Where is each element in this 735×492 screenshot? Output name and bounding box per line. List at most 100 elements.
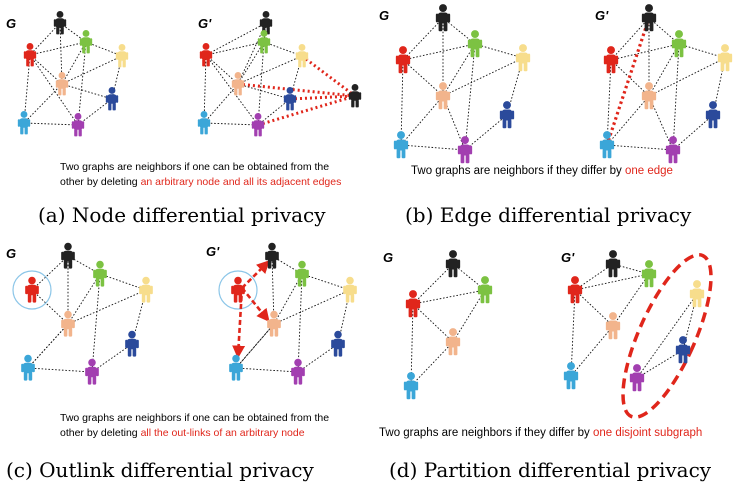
panel-description: Two graphs are neighbors if one can be o…: [60, 161, 342, 188]
person-icon: [283, 87, 297, 111]
person-icon: [343, 276, 357, 303]
graph-edge: [257, 41, 265, 126]
person-icon: [457, 136, 473, 164]
graph-edge: [606, 95, 650, 146]
graph-edge: [29, 54, 79, 126]
graph-edge: [205, 22, 267, 56]
graph-edge: [23, 122, 79, 126]
person-icon: [295, 260, 309, 287]
subgraph-ellipse: [621, 253, 713, 419]
graph-edge: [610, 17, 650, 61]
person-icon: [55, 72, 69, 96]
person-icon: [445, 250, 461, 278]
graph-edge: [99, 273, 147, 292]
graph-edge: [442, 57, 524, 97]
person-icon: [115, 44, 129, 68]
person-icon: [567, 276, 583, 304]
panel-node-dp: G G' Two graphs are neighbors if one can…: [0, 0, 367, 246]
panel-description: Two graphs are neighbors if they differ …: [379, 427, 703, 439]
graph-edge: [77, 41, 87, 126]
graph-edge: [301, 273, 351, 292]
graph-edge: [672, 43, 680, 151]
graph-label-g-prime: G': [595, 8, 609, 23]
graph-label-g: G: [383, 250, 394, 265]
graph-edge: [203, 122, 259, 126]
person-icon: [23, 43, 37, 67]
graph-edge: [235, 367, 299, 375]
graph-edge: [23, 54, 31, 124]
person-icon: [348, 84, 362, 108]
person-icon: [675, 336, 691, 364]
graph-edge: [678, 43, 726, 59]
person-icon: [689, 280, 705, 308]
graph-edge: [412, 288, 486, 305]
person-icon: [257, 30, 271, 54]
person-icon: [25, 276, 39, 303]
person-icon: [665, 136, 681, 164]
graph-edge: [67, 273, 101, 325]
caption: (c) Outlink differential privacy: [6, 458, 314, 482]
person-icon: [717, 44, 733, 72]
graph-edge: [237, 55, 303, 85]
panel-partition-dp: G G' Two graphs are neighbors if they di…: [367, 246, 735, 492]
graph-edge: [77, 98, 113, 126]
graph-edge: [606, 59, 612, 146]
person-icon: [641, 4, 657, 32]
graph-edge: [29, 54, 63, 85]
graph-edge: [67, 255, 101, 275]
graph-edge: [400, 95, 444, 146]
graph-edge: [31, 289, 69, 325]
person-icon: [671, 30, 687, 58]
person-icon: [61, 310, 75, 337]
graph-edge: [568, 289, 576, 377]
person-icon: [197, 111, 211, 135]
graph-edge: [29, 41, 87, 56]
removed-edge: [301, 54, 356, 98]
person-icon: [71, 113, 85, 137]
person-icon: [85, 358, 99, 385]
graph-edge: [89, 273, 101, 373]
graph-label-g-prime: G': [198, 16, 212, 31]
graph-edge: [27, 323, 69, 369]
person-icon: [251, 113, 265, 137]
graph-edge: [273, 273, 303, 325]
person-icon: [435, 4, 451, 32]
graph-edge: [464, 114, 508, 151]
graph-edge: [67, 289, 147, 325]
graph-label-g-prime: G': [206, 244, 220, 259]
differing-edge: [605, 17, 651, 146]
person-icon: [229, 354, 243, 381]
person-icon: [139, 276, 153, 303]
person-icon: [605, 312, 621, 340]
graph-edge: [412, 303, 454, 343]
panel-description: Two graphs are neighbors if they differ …: [411, 165, 673, 177]
graph-label-g: G: [6, 246, 17, 261]
person-icon: [267, 310, 281, 337]
graph-edge: [23, 83, 63, 124]
person-icon: [705, 101, 721, 129]
graph-edge: [400, 59, 404, 146]
panel-description: Two graphs are neighbors if one can be o…: [60, 412, 330, 439]
graph-edge: [297, 343, 339, 373]
graph-edge: [130, 289, 147, 345]
graph-edge: [452, 263, 486, 291]
person-icon: [291, 358, 305, 385]
person-icon: [405, 290, 421, 318]
removed-edge: [289, 94, 356, 101]
graph-diagram-outlink: [12, 242, 357, 385]
graph-edge: [237, 41, 265, 85]
caption: (a) Node differential privacy: [38, 203, 326, 227]
graph-edge: [648, 43, 680, 97]
person-icon: [199, 43, 213, 67]
person-icon: [641, 260, 657, 288]
graph-edge: [402, 59, 444, 97]
graph-edge: [29, 22, 61, 56]
graph-edge: [410, 341, 454, 387]
person-icon: [79, 30, 93, 54]
graph-edge: [203, 83, 239, 124]
person-icon: [395, 46, 411, 74]
person-icon: [265, 242, 279, 269]
graph-edge: [574, 272, 650, 291]
graph-edge: [235, 323, 275, 369]
person-icon: [605, 250, 621, 278]
